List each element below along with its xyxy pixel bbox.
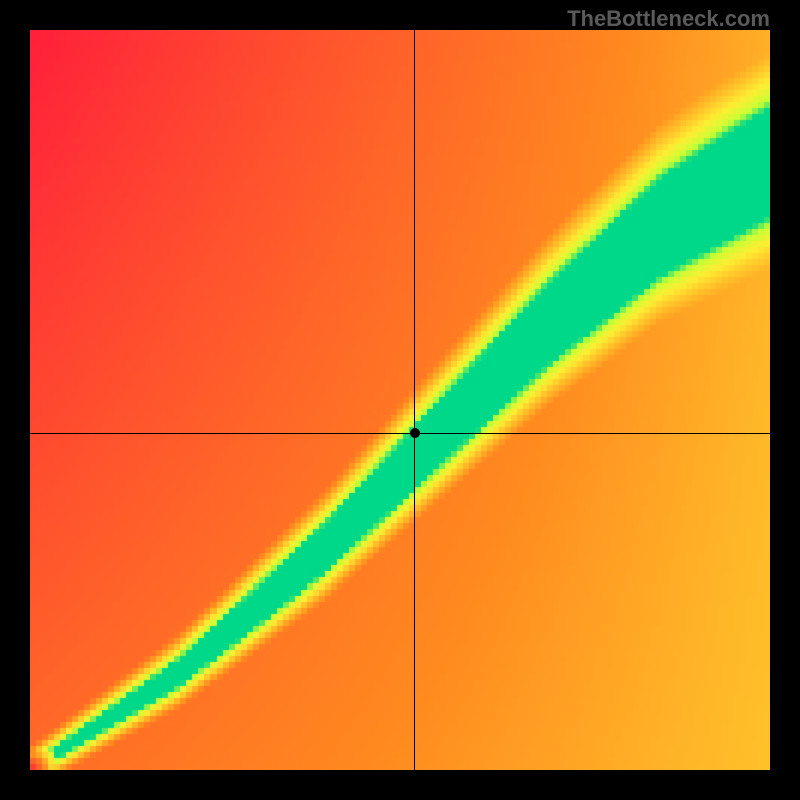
crosshair-horizontal	[30, 433, 770, 434]
heatmap-plot	[30, 30, 770, 770]
crosshair-vertical	[414, 30, 415, 770]
watermark-text: TheBottleneck.com	[567, 6, 770, 32]
heatmap-canvas	[30, 30, 770, 770]
